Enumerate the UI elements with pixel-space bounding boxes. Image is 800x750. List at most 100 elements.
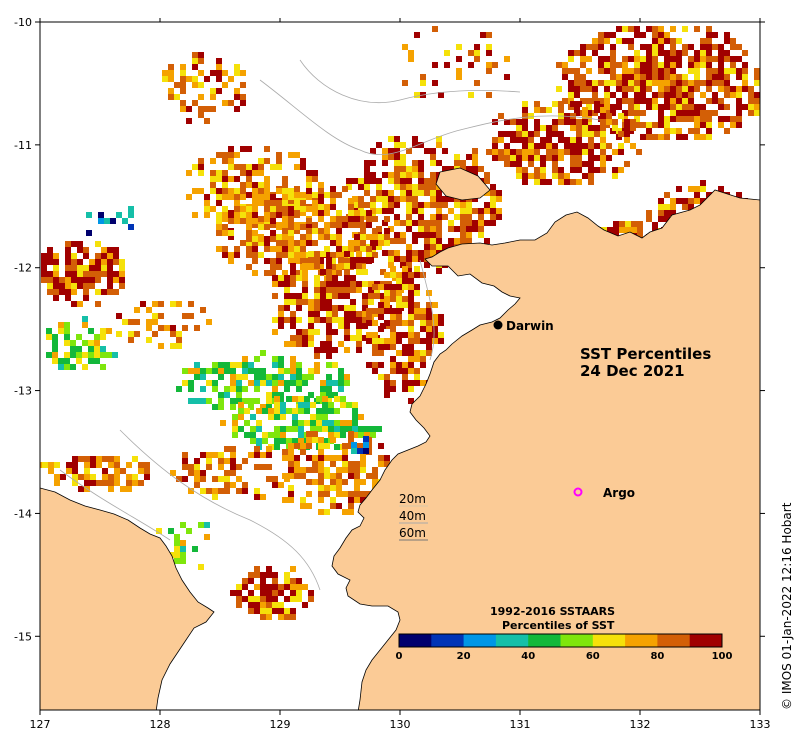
sst-cell [256,438,262,444]
sst-cell [408,272,414,278]
sst-cell [106,328,112,334]
sst-cell [676,92,682,98]
sst-cell [522,131,528,137]
sst-cell [84,468,90,474]
sst-cell [266,602,272,608]
sst-cell [472,166,478,172]
sst-cell [618,149,624,155]
sst-cell [128,206,134,212]
sst-cell [580,86,586,92]
sst-cell [88,340,94,346]
sst-cell [70,346,76,352]
sst-cell [664,210,670,216]
sst-cell [320,392,326,398]
sst-cell [82,364,88,370]
sst-cell [390,386,396,392]
sst-cell [316,414,322,420]
sst-cell [418,232,424,238]
sst-cell [612,167,618,173]
sst-cell [594,143,600,149]
sst-cell [48,462,54,468]
sst-cell [290,590,296,596]
sst-cell [266,608,272,614]
sst-cell [336,222,342,228]
sst-cell [312,210,318,216]
sst-cell [236,386,242,392]
sst-cell [468,50,474,56]
sst-cell [598,44,604,50]
sst-cell [312,455,318,461]
sst-cell [604,80,610,86]
sst-cell [646,62,652,68]
sst-cell [736,122,742,128]
sst-cell [282,228,288,234]
sst-cell [290,608,296,614]
sst-cell [46,334,52,340]
sst-cell [558,167,564,173]
sst-cell [182,458,188,464]
y-tick-label: -11 [14,139,32,152]
sst-cell [346,420,352,426]
sst-cell [358,214,364,220]
sst-cell [372,216,378,222]
sst-cell [320,299,326,305]
sst-cell [522,149,528,155]
sst-cell [376,184,382,190]
sst-cell [122,218,128,224]
sst-cell [114,468,120,474]
sst-cell [640,74,646,80]
sst-cell [288,240,294,246]
sst-cell [204,212,210,218]
sst-cell [368,257,374,263]
sst-cell [306,479,312,485]
sst-cell [254,398,260,404]
sst-cell [430,226,436,232]
sst-cell [264,206,270,212]
sst-cell [338,305,344,311]
sst-cell [222,158,228,164]
sst-cell [360,222,366,228]
sst-cell [694,186,700,192]
sst-cell [630,125,636,131]
sst-cell [290,341,296,347]
sst-cell [670,128,676,134]
sst-cell [114,474,120,480]
sst-cell [52,346,58,352]
sst-cell [236,596,242,602]
sst-cell [232,420,238,426]
sst-cell [486,32,492,38]
sst-cell [286,426,292,432]
sst-cell [288,152,294,158]
sst-cell [336,485,342,491]
sst-cell [528,161,534,167]
sst-cell [432,26,438,32]
sst-cell [658,104,664,110]
sst-cell [540,125,546,131]
sst-cell [180,70,186,76]
y-tick-label: -15 [14,630,32,643]
sst-cell [222,252,228,258]
sst-cell [414,272,420,278]
sst-cell [448,226,454,232]
sst-cell [388,256,394,262]
sst-cell [248,398,254,404]
sst-cell [302,602,308,608]
sst-cell [564,173,570,179]
sst-cell [474,50,480,56]
sst-cell [724,80,730,86]
sst-cell [234,194,240,200]
sst-cell [420,320,426,326]
sst-cell [540,161,546,167]
colorbar-swatch [463,634,497,647]
sst-cell [624,119,630,125]
sst-cell [242,368,248,374]
sst-cell [182,368,188,374]
sst-cell [592,50,598,56]
sst-cell [622,86,628,92]
sst-cell [384,290,390,296]
sst-cell [210,188,216,194]
sst-cell [438,314,444,320]
sst-cell [198,52,204,58]
sst-cell [296,275,302,281]
sst-cell [382,196,388,202]
